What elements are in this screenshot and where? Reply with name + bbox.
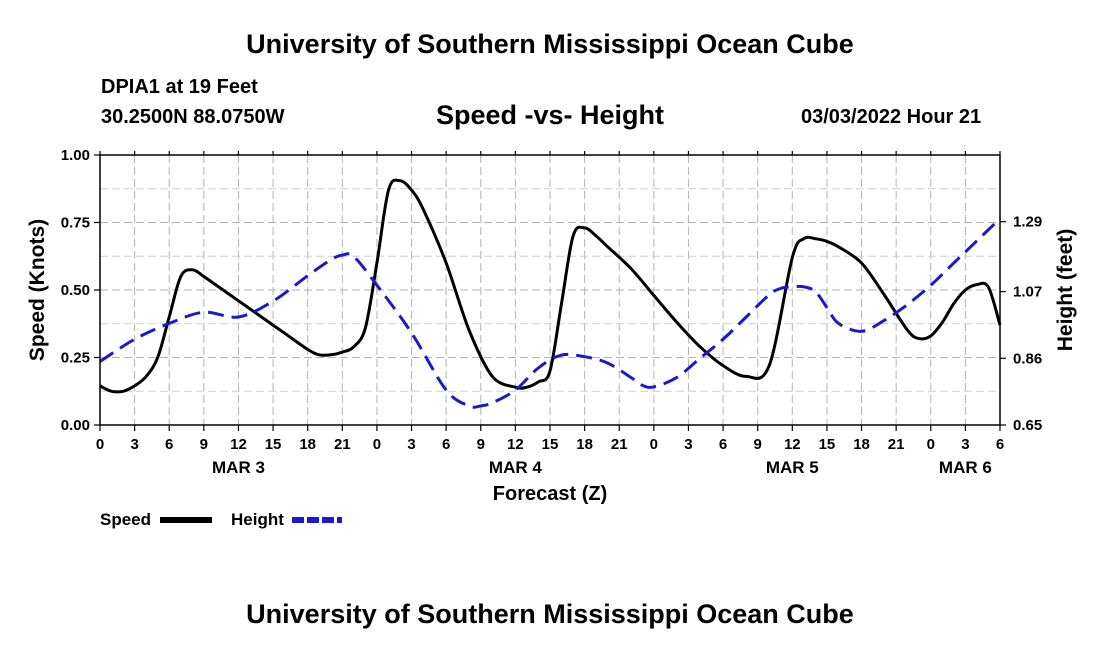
chart-timestamp: 03/03/2022 Hour 21 xyxy=(801,106,982,128)
legend-label-speed: Speed xyxy=(100,510,151,529)
y-tick-label: 0.25 xyxy=(61,350,90,367)
chart-title-bottom: University of Southern Mississippi Ocean… xyxy=(246,599,854,629)
x-tick-label: 6 xyxy=(442,436,450,453)
x-tick-label: 15 xyxy=(819,436,836,453)
y-tick-label: 1.00 xyxy=(61,147,90,164)
x-tick-label: 3 xyxy=(961,436,969,453)
date-label: MAR 6 xyxy=(939,458,992,477)
x-tick-label: 21 xyxy=(611,436,628,453)
x-tick-label: 6 xyxy=(719,436,727,453)
y2-tick-label: 1.07 xyxy=(1013,284,1042,301)
legend-label-height: Height xyxy=(231,510,284,529)
x-tick-label: 6 xyxy=(996,436,1004,453)
x-tick-label: 9 xyxy=(200,436,208,453)
date-label: MAR 4 xyxy=(489,458,542,477)
series-line-height xyxy=(99,217,1002,409)
x-tick-label: 9 xyxy=(754,436,762,453)
x-tick-label: 6 xyxy=(165,436,173,453)
x-tick-label: 0 xyxy=(373,436,381,453)
x-tick-label: 21 xyxy=(334,436,351,453)
chart-subtitle: Speed -vs- Height xyxy=(435,100,665,130)
station-coords: 30.2500N 88.0750W xyxy=(101,106,285,128)
x-tick-label: 9 xyxy=(477,436,485,453)
chart-title-top: University of Southern Mississippi Ocean… xyxy=(246,29,854,59)
date-label: MAR 5 xyxy=(766,458,819,477)
y2-tick-label: 0.86 xyxy=(1013,350,1042,367)
x-tick-label: 21 xyxy=(888,436,905,453)
x-tick-label: 12 xyxy=(230,436,247,453)
y-tick-label: 0.50 xyxy=(61,282,90,299)
y-tick-label: 0.75 xyxy=(61,215,90,232)
x-tick-label: 3 xyxy=(684,436,692,453)
x-tick-label: 12 xyxy=(784,436,801,453)
x-axis-label: Forecast (Z) xyxy=(493,483,607,505)
y-axis-label: Speed (Knots) xyxy=(26,219,49,361)
x-tick-label: 0 xyxy=(96,436,104,453)
x-tick-label: 18 xyxy=(576,436,593,453)
x-tick-label: 15 xyxy=(542,436,559,453)
y2-tick-label: 1.29 xyxy=(1013,214,1042,231)
y2-tick-label: 0.65 xyxy=(1013,417,1042,434)
x-tick-label: 15 xyxy=(265,436,282,453)
x-tick-label: 0 xyxy=(650,436,658,453)
y-tick-label: 0.00 xyxy=(61,417,90,434)
legend: Speed Height xyxy=(100,510,342,529)
station-name: DPIA1 at 19 Feet xyxy=(101,76,258,98)
date-label: MAR 3 xyxy=(212,458,265,477)
x-tick-label: 0 xyxy=(927,436,935,453)
x-tick-label: 18 xyxy=(299,436,316,453)
x-tick-label: 12 xyxy=(507,436,524,453)
series-line-speed xyxy=(99,178,1002,394)
x-tick-label: 3 xyxy=(130,436,138,453)
x-tick-label: 18 xyxy=(853,436,870,453)
x-tick-label: 3 xyxy=(407,436,415,453)
y2-axis-label: Height (feet) xyxy=(1054,229,1077,352)
